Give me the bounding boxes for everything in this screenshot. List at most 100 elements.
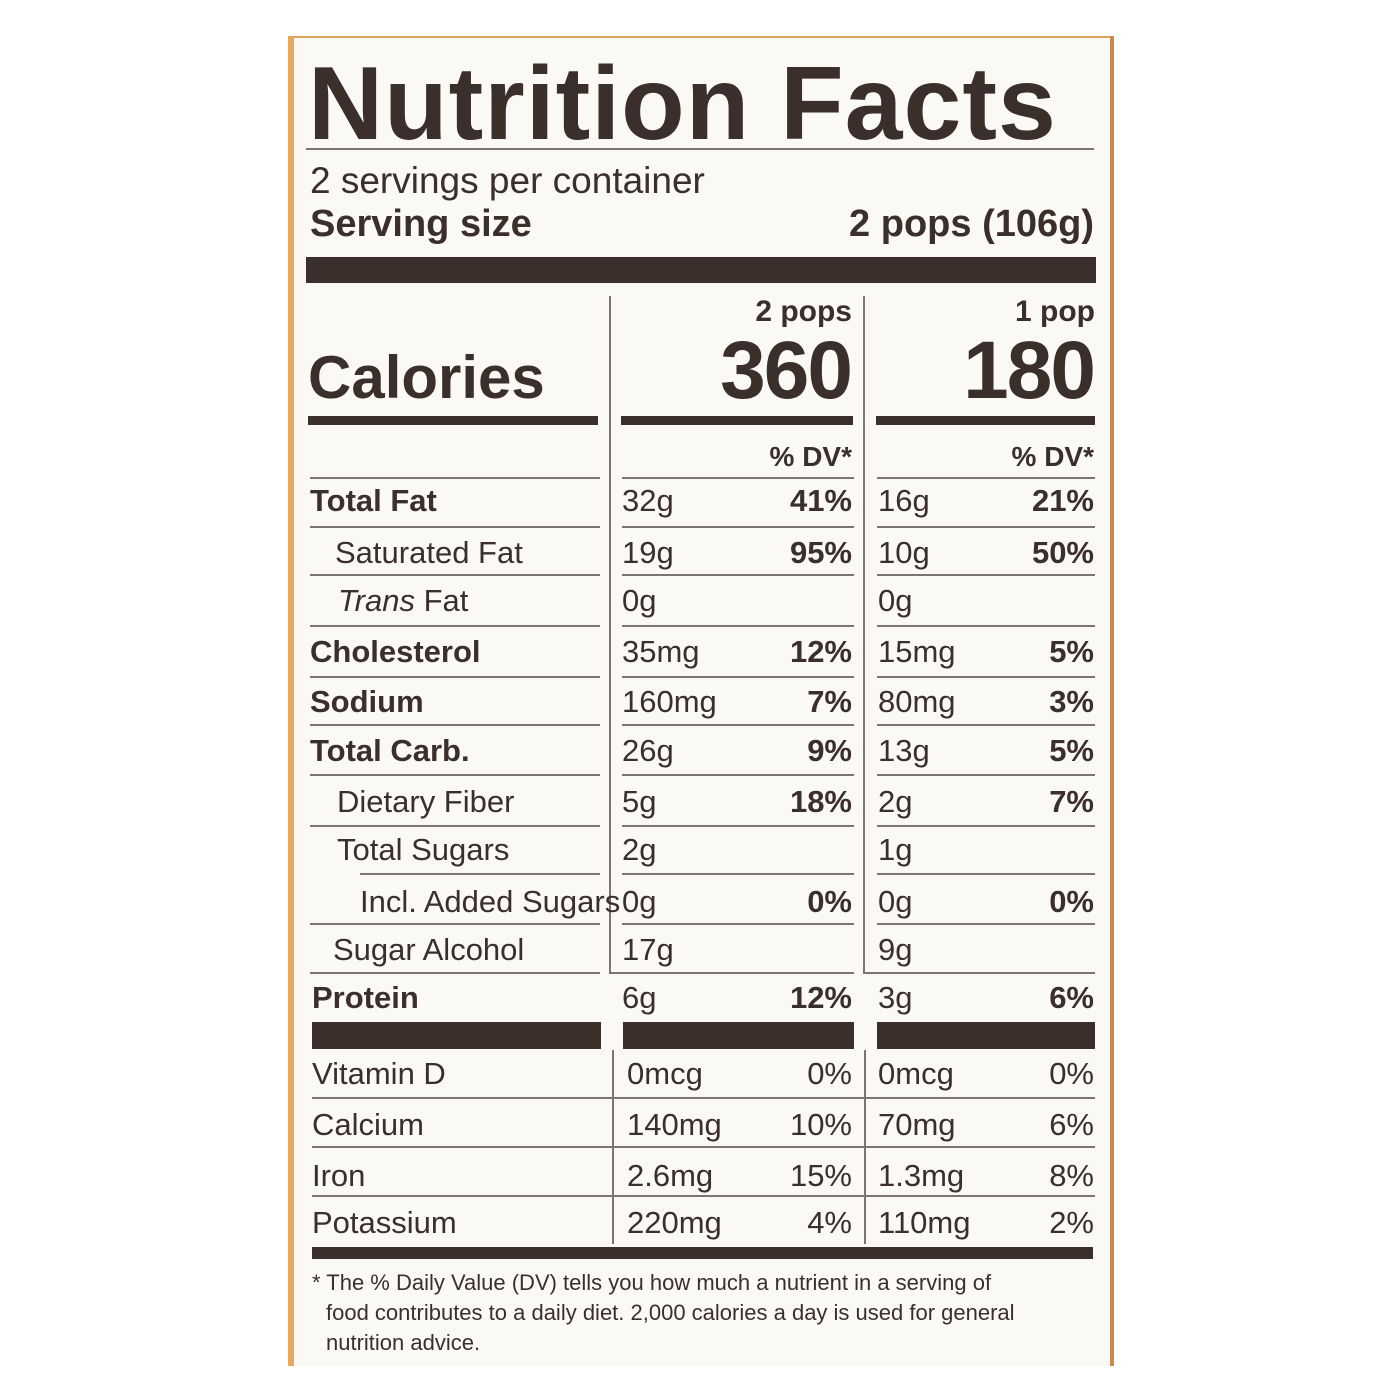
row-label-vitamin-d: Vitamin D	[312, 1056, 446, 1091]
row-separator	[310, 526, 600, 528]
dv: 7%	[807, 684, 852, 719]
calories-label: Calories	[308, 344, 545, 411]
serving-size-value: 2 pops (106g)	[849, 203, 1094, 245]
dv: 5%	[1049, 634, 1094, 669]
row-separator	[622, 574, 854, 576]
amount: 5g	[622, 784, 657, 819]
amount: 6g	[622, 980, 657, 1015]
row-label-sodium: Sodium	[310, 684, 424, 719]
dv: 12%	[789, 980, 852, 1015]
dv-header: % DV*	[1011, 441, 1094, 472]
row-separator	[310, 825, 600, 827]
trans-rest: Fat	[414, 583, 469, 618]
row-label-sugar-alcohol: Sugar Alcohol	[333, 932, 525, 967]
amount: 0mcg	[878, 1056, 954, 1091]
column-divider	[612, 1050, 614, 1244]
dv: 6%	[1049, 980, 1094, 1015]
row-separator	[877, 724, 1095, 726]
dv: 21%	[1031, 483, 1094, 518]
amount: 35mg	[622, 634, 700, 669]
amount: 9g	[878, 932, 913, 967]
row-separator	[310, 724, 600, 726]
row-separator	[877, 477, 1095, 479]
row-separator	[622, 676, 854, 678]
calories-2-pops: 360	[720, 325, 853, 416]
amount: 0g	[878, 884, 913, 919]
column-divider	[863, 296, 865, 974]
amount: 17g	[622, 932, 674, 967]
dv: 10%	[789, 1107, 852, 1142]
dv: 8%	[1049, 1158, 1094, 1193]
footnote-line-3: nutrition advice.	[326, 1330, 481, 1355]
row-separator	[866, 1097, 1095, 1099]
row-separator	[312, 1146, 612, 1148]
row-separator	[614, 1146, 864, 1148]
amount: 13g	[878, 733, 930, 768]
row-separator	[312, 1097, 612, 1099]
row-label-calcium: Calcium	[312, 1107, 424, 1142]
row-label-iron: Iron	[312, 1158, 366, 1193]
calories-1-pop: 180	[963, 325, 1096, 416]
row-label-protein: Protein	[312, 980, 419, 1015]
row-separator	[877, 625, 1095, 627]
row-separator	[866, 1195, 1095, 1197]
amount: 19g	[622, 535, 674, 570]
amount: 2g	[878, 784, 913, 819]
footnote-line-2: food contributes to a daily diet. 2,000 …	[326, 1300, 1015, 1325]
thick-bar	[312, 1022, 601, 1049]
row-separator	[310, 477, 600, 479]
amount: 1g	[878, 832, 913, 867]
dv: 12%	[789, 634, 852, 669]
dv: 15%	[789, 1158, 852, 1193]
dv: 2%	[1049, 1205, 1094, 1240]
row-label-potassium: Potassium	[312, 1205, 457, 1240]
trans-italic: Trans	[338, 583, 415, 618]
row-separator	[877, 526, 1095, 528]
row-label-total-fat: Total Fat	[310, 483, 437, 518]
row-separator	[310, 676, 600, 678]
dv: 0%	[807, 1056, 852, 1091]
amount: 160mg	[622, 684, 717, 719]
row-separator	[877, 923, 1095, 925]
amount: 80mg	[878, 684, 956, 719]
thick-bar	[306, 257, 1096, 283]
amount: 2.6mg	[627, 1158, 714, 1193]
row-separator	[622, 625, 854, 627]
row-label-total-sugars: Total Sugars	[337, 832, 510, 867]
row-separator	[622, 923, 854, 925]
row-separator	[877, 825, 1095, 827]
amount: 0g	[622, 884, 657, 919]
dv: 3%	[1049, 684, 1094, 719]
dv: 0%	[1049, 884, 1094, 919]
amount: 32g	[622, 483, 674, 518]
row-separator	[622, 477, 854, 479]
dv: 7%	[1049, 784, 1094, 819]
dv: 18%	[789, 784, 852, 819]
dv: 41%	[789, 483, 852, 518]
row-separator	[614, 1097, 864, 1099]
row-label-trans-fat: Trans Fat	[338, 585, 468, 616]
row-separator	[877, 574, 1095, 576]
column-divider	[864, 1050, 866, 1244]
servings-per-container: 2 servings per container	[310, 160, 705, 201]
row-separator	[310, 774, 600, 776]
dv: 5%	[1049, 733, 1094, 768]
row-label-total-carb: Total Carb.	[310, 733, 470, 768]
thick-bar	[623, 1022, 854, 1049]
row-separator	[622, 774, 854, 776]
thick-bar	[877, 1022, 1095, 1049]
row-label-added-sugars: Incl. Added Sugars	[360, 884, 621, 919]
amount: 16g	[878, 483, 930, 518]
amount: 10g	[878, 535, 930, 570]
dv: 4%	[807, 1205, 852, 1240]
row-label-saturated-fat: Saturated Fat	[335, 535, 523, 570]
column-divider	[609, 296, 611, 974]
package-edge	[1110, 36, 1114, 1366]
column-header-1-pop: 1 pop	[1015, 295, 1095, 328]
amount: 2g	[622, 832, 657, 867]
amount: 1.3mg	[878, 1158, 965, 1193]
amount: 110mg	[878, 1205, 971, 1240]
amount: 0g	[878, 583, 913, 618]
amount: 140mg	[627, 1107, 722, 1142]
row-separator	[610, 972, 854, 974]
